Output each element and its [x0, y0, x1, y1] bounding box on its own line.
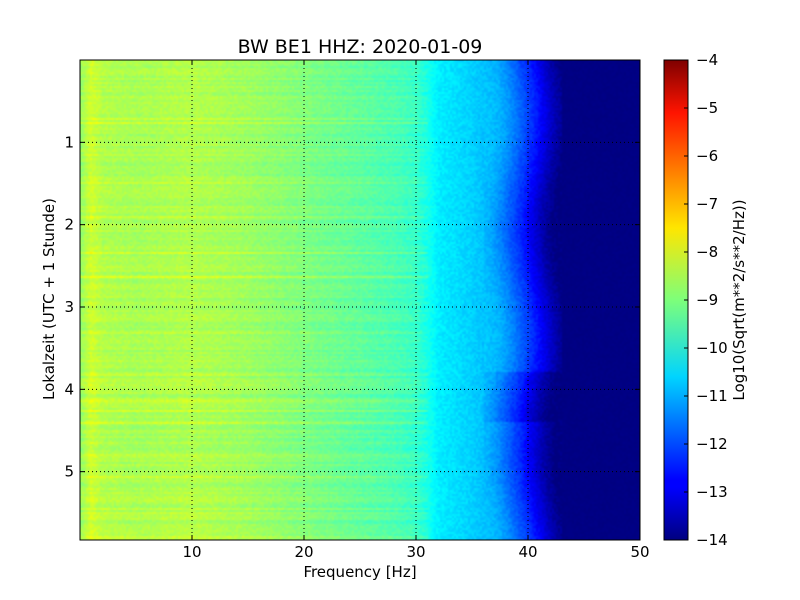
y-axis-label: Lokalzeit (UTC + 1 Stunde): [40, 198, 58, 400]
colorbar: −4 −5 −6 −7 −8 −9 −10 −11 −12 −13 −14: [663, 51, 728, 549]
colorbar-tick-label: −9: [696, 291, 718, 309]
plot-area: 10 20 30 40 50 1 2 3 4 5: [64, 59, 650, 561]
spectrogram-image: [80, 60, 640, 540]
y-tick-label: 5: [64, 463, 74, 481]
y-tick-label: 2: [64, 216, 74, 234]
chart-title: BW BE1 HHZ: 2020-01-09: [238, 36, 483, 58]
x-tick-label: 30: [406, 543, 425, 561]
y-tick-label: 3: [64, 298, 74, 316]
x-tick-label: 40: [518, 543, 537, 561]
x-tick-label: 50: [630, 543, 649, 561]
colorbar-tick-label: −6: [696, 147, 718, 165]
y-tick-label: 4: [64, 380, 74, 398]
colorbar-tick-label: −5: [696, 99, 718, 117]
y-tick-label: 1: [64, 133, 74, 151]
colorbar-tick-label: −8: [696, 243, 718, 261]
colorbar-tick-label: −11: [696, 387, 728, 405]
colorbar-tick-label: −10: [696, 339, 728, 357]
colorbar-tick-label: −4: [696, 51, 718, 69]
colorbar-tick-label: −13: [696, 483, 728, 501]
colorbar-label: Log10(Sqrt(m**2/s**2/Hz)): [730, 199, 748, 400]
x-tick-label: 20: [294, 543, 313, 561]
colorbar-tick-label: −7: [696, 195, 718, 213]
x-tick-label: 10: [182, 543, 201, 561]
plot-frame: [79, 59, 641, 541]
colorbar-tick-label: −14: [696, 531, 728, 549]
x-axis-label: Frequency [Hz]: [303, 563, 416, 581]
colorbar-tick-label: −12: [696, 435, 728, 453]
